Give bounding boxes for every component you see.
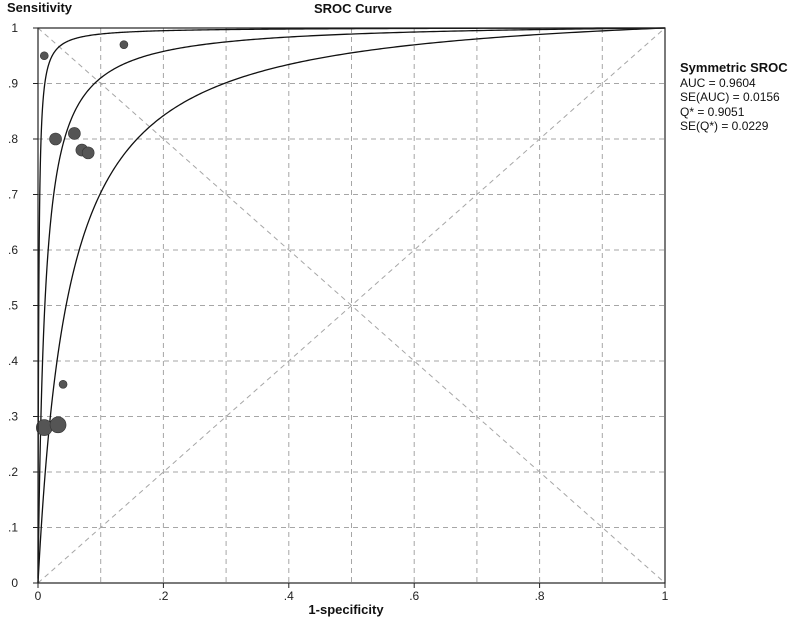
sroc-curve [37, 27, 665, 583]
data-point [81, 146, 95, 160]
y-tick-label: .2 [8, 465, 18, 479]
y-tick-label: .5 [8, 299, 18, 313]
y-tick-label: .8 [8, 132, 18, 146]
data-point [58, 380, 68, 389]
grid [38, 28, 665, 583]
x-tick-label: .2 [158, 589, 168, 603]
x-axis-label: 1-specificity [308, 602, 384, 617]
sroc-lower-curve [37, 27, 666, 583]
x-tick-label: .4 [284, 589, 294, 603]
data-point [119, 40, 129, 49]
data-point [49, 132, 62, 146]
x-tick-label: .6 [409, 589, 419, 603]
anti-diagonal-line [37, 27, 666, 584]
y-tick-label: .7 [8, 188, 18, 202]
chart-title: SROC Curve [314, 1, 392, 16]
reference-lines [37, 27, 666, 584]
y-tick-label: .1 [8, 521, 18, 535]
stat-se-auc: SE(AUC) = 0.0156 [680, 90, 780, 104]
y-tick-label: .9 [8, 77, 18, 91]
data-point [49, 416, 67, 434]
stats-panel: Symmetric SROC AUC = 0.9604 SE(AUC) = 0.… [680, 60, 788, 134]
y-tick-label: .4 [8, 354, 18, 368]
y-axis-label: Sensitivity [7, 0, 73, 15]
y-tick-label: .3 [8, 410, 18, 424]
y-tick-label: 0 [11, 576, 18, 590]
stats-header: Symmetric SROC [680, 60, 788, 75]
data-points [35, 40, 129, 436]
y-ticks: 0 .1 .2 .3 .4 .5 .6 .7 .8 .9 1 [8, 21, 38, 590]
stat-auc: AUC = 0.9604 [680, 75, 756, 90]
data-point [35, 419, 53, 436]
data-point [68, 127, 81, 140]
y-tick-label: .6 [8, 243, 18, 257]
y-tick-label: 1 [11, 21, 18, 35]
x-tick-label: 1 [662, 589, 669, 603]
data-point [39, 51, 49, 61]
x-ticks: 0 .2 .4 .6 .8 1 [35, 583, 669, 603]
stat-q-star: Q* = 0.9051 [680, 104, 745, 119]
stat-se-q-star: SE(Q*) = 0.0229 [680, 119, 769, 133]
x-tick-label: 0 [35, 589, 42, 603]
x-tick-label: .8 [535, 589, 545, 603]
